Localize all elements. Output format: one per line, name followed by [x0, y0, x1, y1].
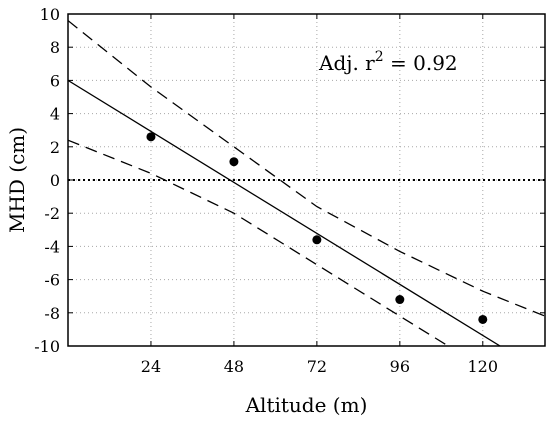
y-tick-label: -2: [44, 204, 60, 223]
data-points: [146, 132, 488, 324]
y-tick-label: 4: [50, 105, 60, 124]
confidence-band-upper: [68, 20, 545, 317]
x-axis-ticks: 24 48 72 96 120: [141, 14, 498, 376]
x-tick-label: 48: [224, 357, 244, 376]
x-axis-title: Altitude (m): [245, 393, 368, 417]
x-tick-label: 72: [307, 357, 327, 376]
y-tick-label: 0: [50, 171, 60, 190]
plot-content: [68, 20, 545, 346]
y-tick-label: -6: [44, 271, 60, 290]
data-point: [312, 235, 322, 245]
regression-line: [68, 79, 501, 346]
y-axis-ticks: 10 8 6 4 2 0 -2 -4 -6 -8 -10: [34, 5, 545, 356]
confidence-band-lower: [68, 139, 449, 346]
data-point: [478, 314, 488, 324]
y-tick-label: 10: [40, 5, 60, 24]
data-point: [146, 132, 156, 142]
y-tick-label: -4: [44, 237, 60, 256]
y-tick-label: -8: [44, 304, 60, 323]
r-squared-annotation: Adj. r2 = 0.92: [318, 49, 458, 75]
x-tick-label: 24: [141, 357, 161, 376]
x-tick-label: 120: [468, 357, 499, 376]
data-point: [229, 157, 239, 167]
y-tick-label: 2: [50, 138, 60, 157]
data-point: [395, 295, 405, 305]
y-tick-label: 8: [50, 38, 60, 57]
y-tick-label: -10: [34, 337, 60, 356]
y-tick-label: 6: [50, 71, 60, 90]
x-tick-label: 96: [390, 357, 410, 376]
y-axis-title: MHD (cm): [5, 127, 29, 233]
